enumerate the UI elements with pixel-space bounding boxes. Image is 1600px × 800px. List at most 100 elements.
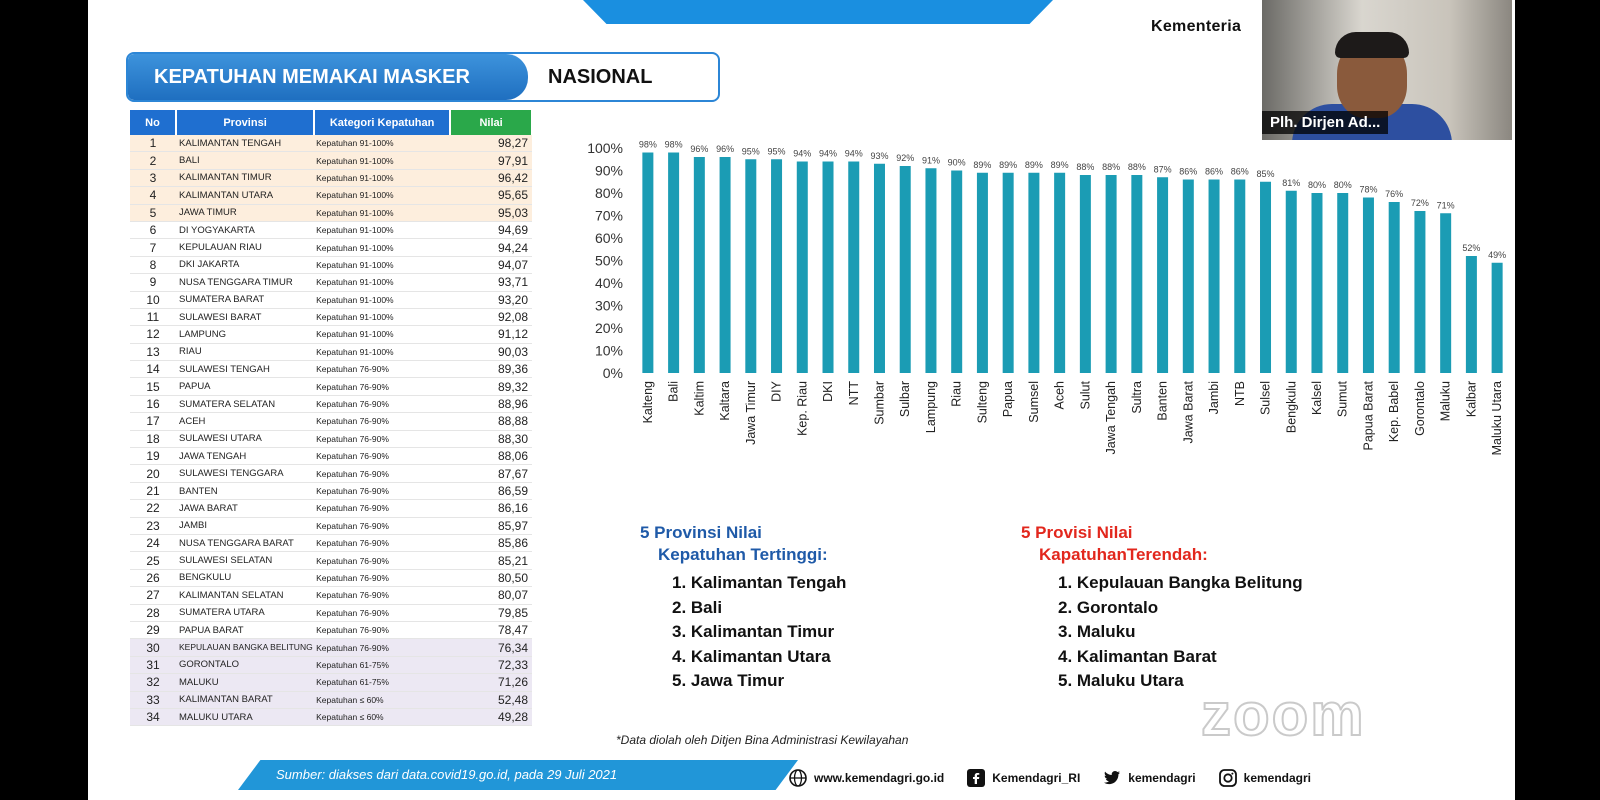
compliance-category: Kepatuhan 76-90% — [314, 586, 451, 605]
province-name: KEPULAUAN RIAU — [176, 238, 315, 257]
province-name: MALUKU UTARA — [176, 708, 315, 727]
data-label: 78% — [1359, 185, 1377, 195]
x-tick-label: Kaltara — [718, 381, 732, 421]
compliance-value: 78,47 — [450, 621, 532, 640]
province-name: SULAWESI TENGAH — [176, 360, 315, 379]
compliance-category: Kepatuhan 91-100% — [314, 343, 451, 362]
social-links: www.kemendagri.go.id Kemendagri_RI kemen… — [788, 768, 1311, 788]
top5-title: 5 Provinsi Nilai Kepatuhan Tertinggi: — [640, 522, 980, 566]
compliance-value: 92,08 — [450, 308, 532, 327]
top-stripe — [583, 0, 1053, 24]
instagram-link[interactable]: kemendagri — [1218, 768, 1311, 788]
ministry-name: Kementeria — [1151, 18, 1242, 35]
bar — [925, 168, 937, 373]
compliance-table: No Provinsi Kategori Kepatuhan Nilai 1 KA… — [130, 110, 533, 727]
bar — [745, 159, 757, 373]
row-number: 26 — [130, 569, 177, 588]
compliance-value: 88,06 — [450, 447, 532, 466]
header-no: No — [130, 110, 178, 135]
website-link[interactable]: www.kemendagri.go.id — [788, 768, 944, 788]
y-tick-label: 20% — [595, 320, 623, 336]
table-row: 15 PAPUA Kepatuhan 76-90% 89,32 — [130, 377, 532, 396]
row-number: 23 — [130, 517, 177, 535]
data-label: 96% — [690, 144, 708, 154]
bottom5-title-line2: KapatuhanTerendah: — [1039, 545, 1208, 564]
compliance-category: Kepatuhan 76-90% — [314, 569, 451, 588]
table-row: 29 PAPUA BARAT Kepatuhan 76-90% 78,47 — [130, 621, 532, 640]
bar — [1208, 179, 1220, 373]
header-kategori: Kategori Kepatuhan — [314, 110, 452, 135]
province-name: PAPUA BARAT — [176, 621, 315, 640]
compliance-category: Kepatuhan 76-90% — [314, 360, 451, 379]
x-tick-label: Kep. Babel — [1387, 381, 1401, 442]
x-tick-label: NTT — [847, 381, 861, 406]
compliance-value: 87,67 — [450, 464, 532, 483]
bar — [771, 159, 783, 373]
province-name: SUMATERA UTARA — [176, 604, 315, 622]
facebook-link[interactable]: Kemendagri_RI — [966, 768, 1080, 788]
bar — [1311, 193, 1323, 373]
bar — [822, 161, 834, 373]
row-number: 11 — [130, 308, 177, 327]
bar — [1491, 262, 1503, 373]
x-tick-label: Jambi — [1207, 381, 1221, 414]
province-name: JAWA TIMUR — [176, 204, 315, 222]
table-row: 17 ACEH Kepatuhan 76-90% 88,88 — [130, 412, 532, 431]
row-number: 7 — [130, 238, 177, 257]
compliance-category: Kepatuhan 91-100% — [314, 291, 451, 309]
participant-hair — [1335, 32, 1409, 58]
province-name: SULAWESI SELATAN — [176, 551, 315, 570]
province-name: BENGKULU — [176, 569, 315, 588]
bar — [873, 163, 885, 373]
x-tick-label: Sumut — [1336, 380, 1350, 417]
compliance-category: Kepatuhan 76-90% — [314, 621, 451, 640]
compliance-value: 96,42 — [450, 169, 532, 188]
row-number: 25 — [130, 551, 177, 570]
x-tick-label: Sultra — [1130, 381, 1144, 414]
compliance-value: 89,36 — [450, 360, 532, 379]
compliance-category: Kepatuhan 61-75% — [314, 656, 451, 675]
x-tick-label: Jawa Timur — [744, 381, 758, 445]
x-tick-label: Aceh — [1053, 381, 1067, 410]
website-label: www.kemendagri.go.id — [814, 771, 945, 785]
table-row: 12 LAMPUNG Kepatuhan 91-100% 91,12 — [130, 325, 532, 344]
data-label: 93% — [870, 151, 888, 161]
table-row: 5 JAWA TIMUR Kepatuhan 91-100% 95,03 — [130, 204, 532, 222]
table-row: 20 SULAWESI TENGGARA Kepatuhan 76-90% 87,67 — [130, 464, 532, 483]
row-number: 9 — [130, 273, 177, 292]
compliance-value: 95,03 — [450, 204, 532, 222]
province-name: GORONTALO — [176, 656, 315, 675]
province-name: SUMATERA SELATAN — [176, 395, 315, 414]
bar — [693, 157, 705, 373]
participant-name: Plh. Dirjen Ad... — [1262, 111, 1389, 134]
table-row: 16 SUMATERA SELATAN Kepatuhan 76-90% 88,96 — [130, 395, 532, 414]
data-label: 94% — [793, 149, 811, 159]
top5-title-line1: 5 Provinsi Nilai — [640, 523, 762, 542]
data-label: 76% — [1385, 189, 1403, 199]
participant-video-tile[interactable]: Plh. Dirjen Ad... — [1262, 0, 1512, 140]
list-item: 4. Kalimantan Barat — [1058, 646, 1217, 666]
row-number: 17 — [130, 412, 177, 431]
province-name: SULAWESI TENGGARA — [176, 464, 315, 483]
compliance-value: 89,32 — [450, 377, 532, 396]
province-name: KALIMANTAN BARAT — [176, 691, 315, 709]
data-label: 98% — [665, 140, 683, 150]
x-tick-label: Maluku — [1439, 381, 1453, 421]
table-row: 22 JAWA BARAT Kepatuhan 76-90% 86,16 — [130, 499, 532, 518]
data-label: 71% — [1437, 200, 1455, 210]
data-label: 86% — [1205, 167, 1223, 177]
data-label: 89% — [999, 160, 1017, 170]
y-tick-label: 30% — [595, 298, 623, 314]
bar — [1131, 175, 1143, 373]
table-row: 13 RIAU Kepatuhan 91-100% 90,03 — [130, 343, 532, 362]
x-tick-label: Bengkulu — [1284, 381, 1298, 433]
row-number: 32 — [130, 673, 177, 692]
x-tick-label: Sumbar — [872, 381, 886, 425]
row-number: 13 — [130, 343, 177, 362]
bar — [976, 172, 988, 373]
twitter-link[interactable]: kemendagri — [1102, 768, 1196, 788]
compliance-value: 91,12 — [450, 325, 532, 344]
bar — [1105, 175, 1117, 373]
compliance-value: 88,30 — [450, 430, 532, 449]
x-tick-label: Sulsel — [1259, 381, 1273, 415]
